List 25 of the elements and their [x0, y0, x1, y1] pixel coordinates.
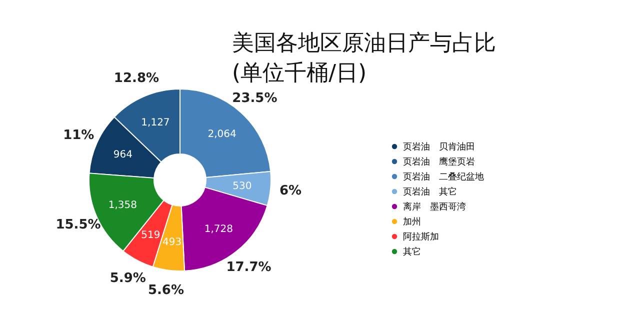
data-label: 519	[141, 230, 160, 242]
data-label: 530	[232, 180, 252, 192]
data-label: 493	[162, 237, 182, 248]
text: 6%	[279, 184, 302, 199]
legend-label: 页岩油 其它	[403, 186, 457, 198]
data-label: 964	[113, 150, 132, 161]
legend-label: 页岩油 贝肯油田	[403, 142, 475, 152]
chart-title: 美国各地区原油日产与占比 (单位千桶/日)	[232, 31, 496, 86]
legend-label: 页岩油 鹰堡页岩	[403, 156, 475, 168]
legend-label: 其它	[403, 246, 421, 258]
data-label: 2,064	[208, 128, 236, 140]
text: 12.8%	[114, 70, 160, 86]
data-label: 1,358	[108, 200, 138, 211]
legend-label: 阿拉斯加	[403, 232, 439, 242]
legend-label: 页岩油 二叠纪盆地	[403, 172, 484, 182]
text: 15.5%	[56, 217, 101, 232]
text: 5.9%	[110, 271, 146, 286]
text: 17.7%	[226, 260, 272, 276]
text: 11%	[63, 128, 94, 143]
data-label: 1,728	[204, 224, 234, 236]
data-label: 1,127	[141, 118, 170, 129]
text: 23.5%	[232, 90, 278, 106]
text: 5.6%	[148, 283, 184, 298]
legend-label: 离岸 墨西哥湾	[403, 202, 466, 212]
legend-label: 加州	[403, 216, 421, 228]
